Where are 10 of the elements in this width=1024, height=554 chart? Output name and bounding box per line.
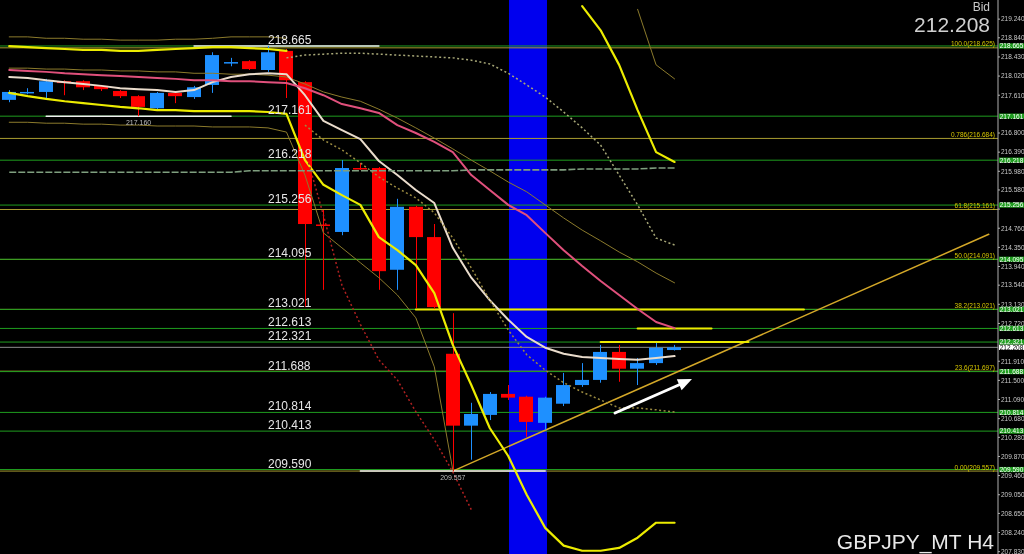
ref-line-label: 218.665 (268, 32, 312, 47)
ref-line-label: 209.590 (268, 456, 312, 471)
ref-line-label: 210.814 (268, 399, 312, 414)
annotation: Bid (972, 0, 990, 14)
ref-line-label: 210.413 (268, 418, 312, 433)
annotation: 212.208 (914, 13, 990, 36)
ref-line-label: 212.613 (268, 315, 312, 330)
ref-line-label: 212.321 (268, 329, 312, 344)
text: GBPJPY_MT H4 (836, 530, 995, 554)
ref-line-label: 211.688 (268, 358, 311, 373)
